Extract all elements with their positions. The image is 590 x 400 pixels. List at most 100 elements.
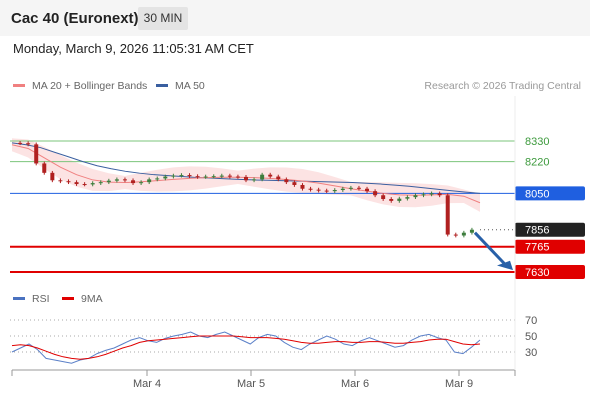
rsi-tick-30: 30 [525, 347, 537, 359]
candle [300, 183, 305, 191]
candle [244, 175, 248, 183]
x-tick-label: Mar 9 [445, 378, 473, 390]
candle [171, 173, 176, 179]
candle [42, 161, 47, 175]
candle [469, 227, 474, 235]
candle-body [365, 188, 370, 192]
candle-body [66, 181, 71, 183]
9ma-swatch [62, 296, 74, 300]
candle [211, 174, 216, 179]
top-bar [0, 0, 590, 36]
candle-body [50, 172, 55, 181]
candle [292, 180, 297, 187]
candle-body [421, 194, 426, 196]
candle [461, 230, 466, 238]
rsi-swatch [13, 296, 25, 300]
candle-body [461, 232, 466, 236]
candle [163, 174, 168, 181]
candle [18, 141, 23, 146]
candle [260, 172, 265, 182]
candle [308, 186, 313, 192]
legend-ma20: MA 20 + Bollinger Bands [13, 80, 147, 92]
candle-body [163, 176, 168, 179]
level-label-7856: 7856 [525, 225, 549, 237]
level-label-7630: 7630 [525, 267, 549, 279]
candle-body [268, 174, 273, 177]
candle [389, 197, 394, 203]
candle [34, 142, 39, 166]
candle-body [155, 178, 160, 180]
timeframe-button[interactable]: 30 MIN [138, 7, 188, 30]
candle [421, 192, 426, 198]
candle-body [340, 188, 345, 191]
candle-body [235, 176, 240, 178]
candle [413, 193, 418, 200]
candle-body [211, 176, 216, 178]
candle-body [147, 179, 152, 183]
candle-body [252, 179, 257, 181]
candle [219, 173, 224, 179]
candle-body [469, 229, 474, 233]
legend-ma50: MA 50 [156, 80, 205, 92]
legend-rsi: RSI [13, 293, 50, 305]
candle-body [114, 179, 119, 181]
level-tag-7630 [515, 265, 585, 279]
candle-body [429, 193, 434, 195]
candle [26, 141, 31, 147]
candle-body [244, 176, 248, 181]
candle-body [26, 143, 31, 145]
candle [122, 177, 127, 183]
candle-body [74, 182, 79, 185]
candle [131, 178, 136, 185]
ma20-swatch [13, 83, 25, 87]
x-tick-label: Mar 6 [341, 378, 369, 390]
x-tick-label: Mar 4 [133, 378, 161, 390]
candle [235, 174, 240, 179]
candle-body [171, 175, 176, 177]
candle-body [405, 197, 410, 199]
legend-rsi-label: RSI [32, 293, 50, 305]
candle [50, 170, 55, 183]
candle [155, 176, 160, 182]
candle [397, 196, 402, 203]
candle-body [276, 176, 281, 180]
candle [324, 188, 329, 194]
candle [74, 180, 79, 186]
forecast-arrowhead [497, 260, 513, 271]
candle-body [373, 191, 378, 196]
candle [316, 187, 321, 193]
candle-body [413, 195, 418, 198]
research-credit: Research © 2026 Trading Central [424, 80, 581, 92]
candle [98, 180, 103, 185]
level-label-8330: 8330 [525, 136, 549, 148]
rsi-tick-50: 50 [525, 331, 537, 343]
candle [90, 181, 95, 187]
candle-body [292, 182, 297, 185]
candle-body [34, 144, 39, 164]
candle-body [445, 195, 450, 235]
candle-body [308, 188, 313, 190]
candle [365, 186, 370, 194]
candle-body [58, 180, 63, 182]
candle-body [437, 193, 442, 196]
candle-body [82, 184, 87, 186]
instrument-title: Cac 40 (Euronext) [11, 10, 139, 27]
candle [147, 177, 152, 185]
legend-9ma: 9MA [62, 293, 103, 305]
candle [58, 178, 63, 184]
candle [252, 177, 257, 183]
candle [195, 174, 200, 179]
candle-body [316, 189, 321, 191]
candle-body [397, 198, 402, 201]
candle [187, 173, 192, 179]
candle [179, 173, 184, 178]
candle [106, 178, 111, 185]
candle [453, 232, 458, 238]
candle [227, 173, 232, 179]
candle [203, 174, 208, 179]
candle-body [356, 187, 361, 189]
candle [348, 185, 353, 191]
candle-body [453, 234, 458, 236]
candle-body [260, 174, 265, 180]
legend-9ma-label: 9MA [81, 293, 103, 305]
